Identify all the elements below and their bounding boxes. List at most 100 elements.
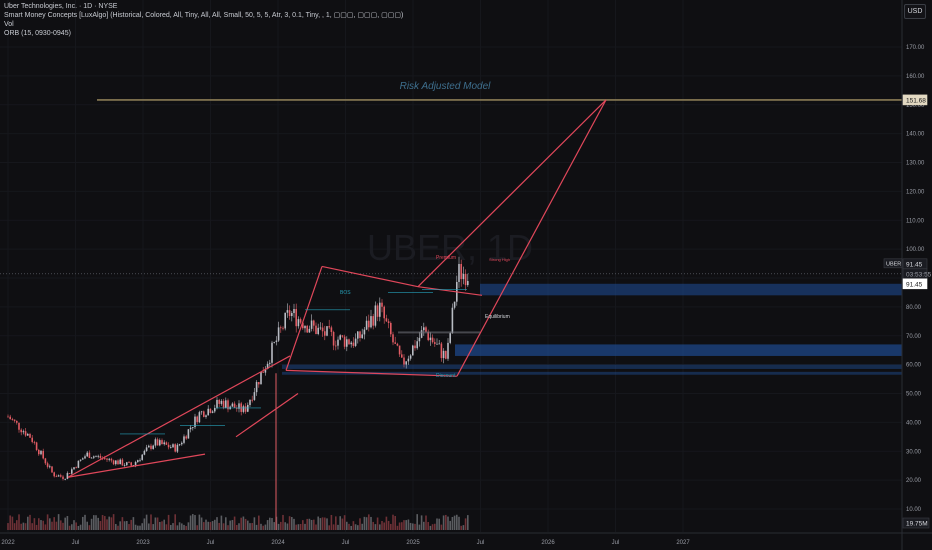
- discount-zone: [455, 344, 902, 356]
- volume-bar: [359, 518, 361, 530]
- candle-body: [203, 411, 205, 417]
- volume-bar: [407, 519, 410, 530]
- volume-bar: [134, 524, 137, 530]
- candle-body: [95, 456, 97, 458]
- volume-bar: [317, 516, 319, 530]
- premium-label: Premium: [436, 255, 456, 261]
- candle-body: [137, 460, 139, 463]
- volume-bar: [418, 524, 421, 530]
- discount-zone: [282, 364, 902, 369]
- candle-body: [13, 419, 16, 421]
- volume-bar: [273, 522, 275, 530]
- smc-indicator-legend[interactable]: Smart Money Concepts [LuxAlgo] (Historic…: [4, 12, 404, 19]
- candle-body: [86, 452, 88, 457]
- currency-button[interactable]: USD: [904, 4, 926, 19]
- volume-bar: [150, 514, 152, 530]
- volume-bar: [295, 524, 297, 530]
- target-price-tag: 151.68: [906, 97, 926, 104]
- candle-body: [348, 339, 350, 345]
- candle-body: [266, 363, 269, 369]
- smc-labels: [120, 289, 480, 435]
- volume-bar: [392, 514, 394, 530]
- volume-bar: [379, 524, 381, 530]
- candle-body: [317, 327, 319, 335]
- candle-body: [414, 345, 416, 349]
- volume-bar: [376, 517, 379, 530]
- volume-bar: [196, 525, 198, 530]
- candle-body: [361, 334, 363, 338]
- candle-body: [200, 411, 203, 413]
- candle-body: [220, 400, 223, 404]
- candle-body: [385, 318, 388, 322]
- candle-body: [357, 331, 359, 339]
- volume-bar: [233, 516, 236, 530]
- candle-body: [434, 342, 436, 344]
- volume-bar: [460, 525, 462, 530]
- candle-body: [44, 458, 47, 464]
- candle-body: [262, 372, 264, 373]
- candle-body: [405, 361, 407, 365]
- candle-body: [376, 305, 379, 317]
- candle-body: [176, 444, 179, 452]
- candle-body: [93, 456, 95, 458]
- candle-body: [31, 437, 33, 442]
- volume-bar: [112, 514, 115, 530]
- candle-body: [328, 326, 330, 328]
- volume-bar: [264, 524, 267, 530]
- candle-body: [20, 429, 22, 433]
- volume-bar: [346, 521, 348, 530]
- candle-body: [319, 327, 322, 329]
- volume-bar: [302, 520, 304, 530]
- candle-body: [431, 337, 434, 343]
- x-tick-label: 2024: [271, 540, 285, 546]
- x-tick-label: Jul: [612, 540, 620, 546]
- volume-bar: [374, 524, 377, 530]
- candle-body: [73, 467, 75, 470]
- candle-body: [442, 350, 445, 359]
- volume-bar: [176, 525, 179, 530]
- volume-bar: [354, 524, 357, 530]
- volume-bar: [55, 521, 58, 530]
- volume-bar: [227, 525, 229, 530]
- candle-body: [449, 333, 451, 343]
- candle-body: [295, 308, 297, 327]
- candle-body: [324, 331, 326, 336]
- volume-bar: [363, 516, 366, 530]
- candle-body: [110, 458, 113, 461]
- volume-bar: [332, 524, 335, 530]
- volume-bar: [310, 519, 313, 530]
- y-axis: 170.00 160.00 150.00 140.00 130.00 120.00 110.…: [901, 0, 925, 550]
- volume-bar: [181, 523, 183, 530]
- volume-bar: [141, 523, 143, 530]
- x-tick-label: Jul: [477, 540, 485, 546]
- volume-bar: [394, 516, 396, 530]
- candle-body: [126, 462, 128, 466]
- risk-adjusted-model-label: Risk Adjusted Model: [400, 81, 492, 92]
- volume-indicator-legend[interactable]: Vol: [4, 21, 14, 28]
- x-tick-label: Jul: [207, 540, 215, 546]
- volume-bar: [280, 521, 282, 530]
- candle-body: [154, 439, 157, 446]
- candle-body: [403, 357, 405, 365]
- orb-indicator-legend[interactable]: ORB (15, 0930-0945): [4, 30, 71, 37]
- candle-body: [211, 411, 214, 413]
- candle-body: [297, 319, 300, 327]
- y-tick-label: 20.00: [906, 478, 922, 484]
- last-price-tag: 91.45: [906, 261, 923, 268]
- volume-bar: [7, 523, 9, 530]
- y-tick-label: 70.00: [906, 334, 922, 340]
- volume-bar: [262, 525, 264, 530]
- volume-bar: [187, 522, 190, 530]
- pattern-bottom-edge: [285, 369, 458, 377]
- candle-body: [216, 399, 218, 408]
- y-tick-label: 60.00: [906, 363, 922, 369]
- symbol-title[interactable]: Uber Technologies, Inc. · 1D · NYSE: [4, 3, 118, 10]
- volume-bar: [324, 517, 326, 530]
- volume-bar: [308, 518, 311, 530]
- candle-body: [233, 403, 236, 408]
- x-tick-label: Jul: [72, 540, 80, 546]
- volume-bar: [352, 521, 355, 530]
- y-tick-label: 160.00: [906, 74, 925, 80]
- volume-bar: [405, 520, 407, 530]
